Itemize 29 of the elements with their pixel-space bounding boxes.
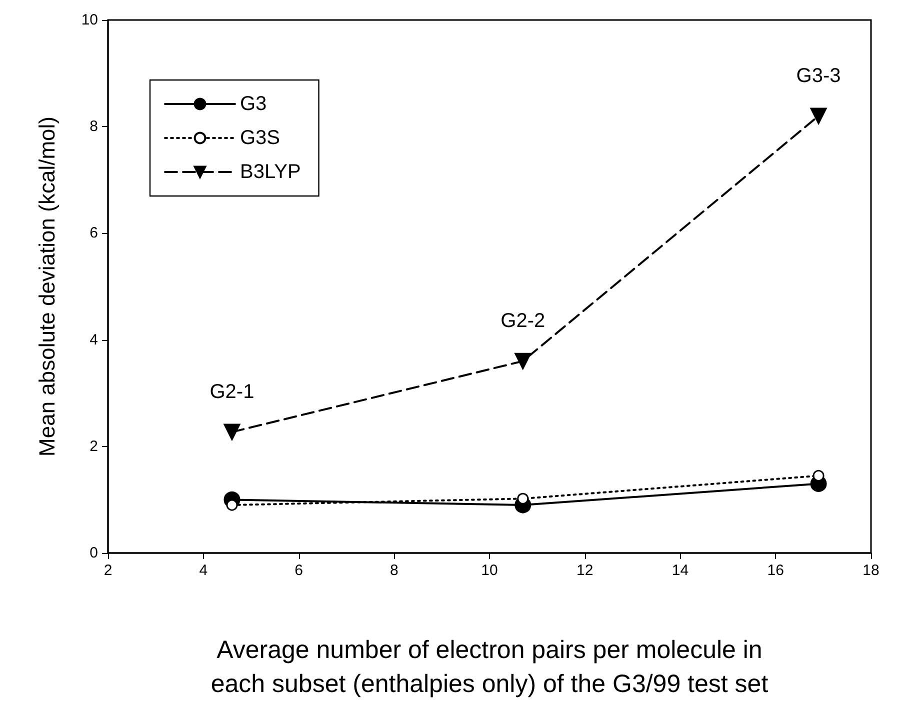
x-tick-label: 16	[767, 562, 784, 579]
x-tick-label: 18	[862, 562, 880, 579]
x-tick-label: 6	[294, 562, 303, 579]
y-tick-label: 2	[90, 438, 98, 455]
point	[226, 499, 238, 511]
annotation: G3-3	[796, 64, 841, 87]
y-tick-label: 0	[90, 544, 98, 562]
x-tick-label: 2	[104, 562, 112, 579]
annotation: G2-1	[210, 381, 254, 404]
x-tick-label: 4	[199, 562, 208, 579]
x-tick-label: 10	[481, 562, 498, 579]
y-tick-label: 8	[90, 118, 98, 136]
legend-label: G3S	[240, 127, 280, 149]
y-tick-label: 4	[90, 331, 98, 348]
y-axis-title: Mean absolute deviation (kcal/mol)	[34, 116, 60, 456]
point	[514, 352, 532, 370]
legend-label: B3LYP	[240, 161, 301, 183]
point	[812, 470, 824, 482]
point	[224, 424, 240, 440]
annotation: G2-2	[500, 310, 546, 332]
y-tick-label: 10	[81, 12, 98, 28]
point	[517, 492, 529, 504]
x-axis-title: Average number of electron pairs per molecule in each subset (enthalpies only) of the G3/99 test set	[210, 636, 768, 698]
x-tick-label: 12	[576, 562, 594, 579]
legend-label: G3	[240, 93, 267, 115]
x-tick-label: 8	[390, 562, 398, 579]
y-tick-label: 6	[90, 224, 98, 242]
point	[810, 108, 827, 124]
x-tick-label: 14	[672, 562, 689, 579]
